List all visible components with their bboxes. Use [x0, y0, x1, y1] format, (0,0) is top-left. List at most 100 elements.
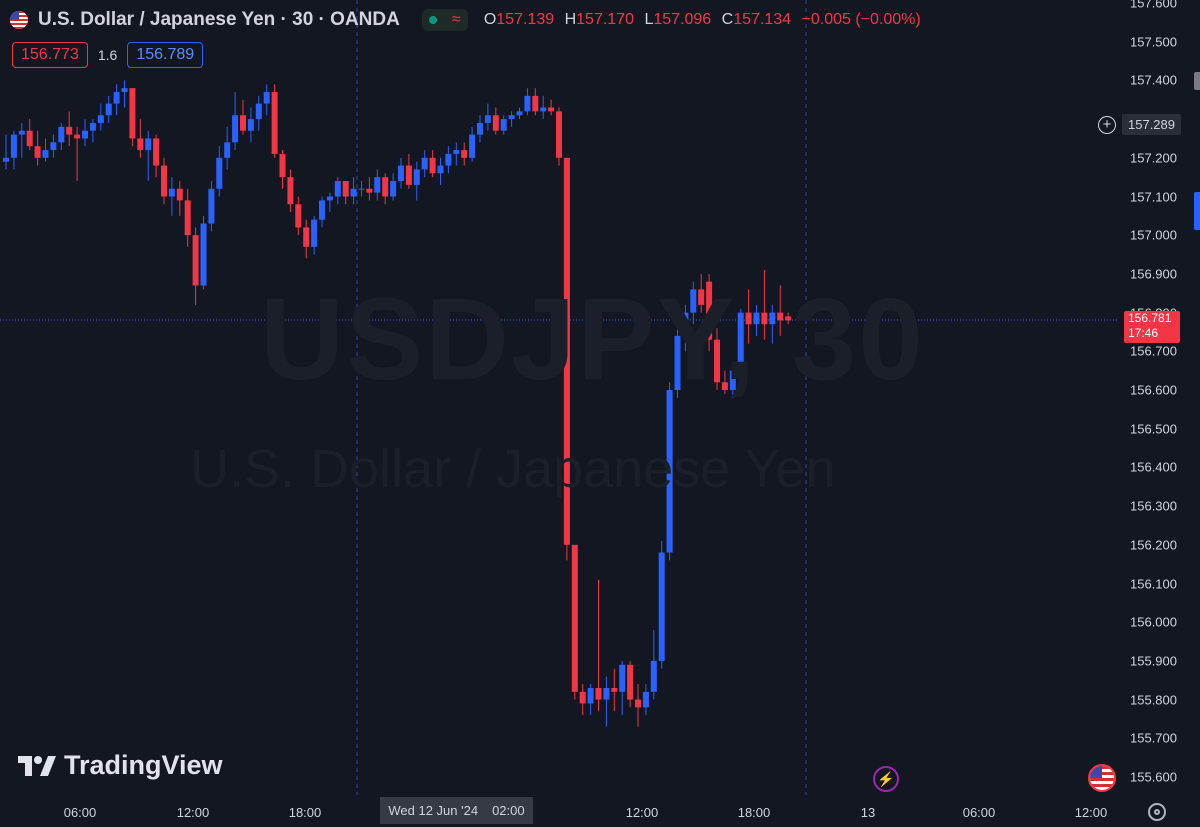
candle-body — [398, 165, 404, 182]
candle-body — [113, 92, 120, 104]
price-tick-label: 156.700 — [1130, 343, 1177, 359]
candle-body — [540, 107, 547, 112]
add-alert-control[interactable]: + 157.289 — [1098, 114, 1181, 135]
candle — [303, 219, 310, 259]
candle-body — [326, 196, 333, 201]
alert-price-tag: 157.289 — [1122, 114, 1181, 135]
candle-body — [334, 181, 341, 197]
candle — [658, 540, 665, 669]
candle-body — [658, 552, 665, 661]
candle — [311, 215, 318, 255]
open-label: O — [483, 11, 497, 28]
candle-body — [303, 227, 310, 247]
market-status-pill[interactable]: ≈ — [421, 9, 468, 31]
candle-body — [89, 122, 96, 131]
candle — [413, 161, 420, 201]
candle — [729, 362, 736, 398]
candle — [129, 88, 136, 147]
candle — [540, 95, 547, 120]
wave-icon: ≈ — [451, 11, 461, 28]
candle-body — [208, 188, 215, 224]
time-axis[interactable]: 06:00 12:00 18:00 12:00 18:00 13 06:00 12:00 — [0, 795, 1118, 827]
spread-value: 1.6 — [97, 47, 118, 63]
candle-body — [3, 157, 9, 162]
candle-body — [532, 95, 539, 112]
candle-body — [295, 204, 302, 228]
candle — [287, 169, 294, 212]
candle-body — [200, 223, 207, 286]
candle — [382, 173, 389, 205]
candle — [184, 188, 191, 247]
candle — [611, 668, 618, 712]
candle — [153, 134, 160, 178]
candle — [350, 177, 357, 205]
gear-icon[interactable] — [1148, 803, 1166, 821]
price-tick-label: 156.300 — [1130, 498, 1177, 514]
candle — [587, 684, 594, 716]
candle-body — [690, 289, 697, 313]
candle — [429, 150, 436, 178]
candle-body — [247, 119, 254, 131]
candle — [753, 304, 760, 336]
candle — [500, 115, 507, 135]
candle-body — [224, 142, 231, 158]
price-tick-label: 157.100 — [1130, 189, 1177, 204]
candle — [461, 142, 468, 166]
price-tick-label: 156.200 — [1130, 537, 1177, 553]
candle-body — [319, 200, 325, 220]
candle-body — [263, 92, 270, 104]
candle-body — [595, 687, 602, 700]
candle-body — [706, 281, 713, 340]
candle-body — [129, 88, 136, 139]
candle — [34, 130, 41, 166]
candle-body — [82, 130, 88, 139]
candle-body — [374, 177, 381, 193]
ohlc-readout: O157.139 H157.170 L157.096 C157.134 −0.0… — [484, 11, 927, 29]
candle — [89, 119, 96, 143]
candle-body — [405, 165, 412, 185]
close-value: 157.134 — [733, 11, 792, 28]
candle-body — [453, 150, 460, 154]
candle — [484, 103, 491, 131]
candle — [563, 157, 570, 561]
lightning-icon[interactable]: ⚡ — [873, 766, 899, 792]
candle — [571, 544, 578, 700]
side-panel-tab[interactable] — [1194, 72, 1200, 90]
candle-body — [311, 219, 318, 247]
candle-body — [271, 92, 278, 154]
us-flag-icon[interactable] — [10, 11, 28, 29]
time-tick-label: 06:00 — [962, 805, 996, 820]
candle — [508, 111, 515, 127]
candle — [405, 153, 412, 189]
candle-body — [366, 188, 373, 193]
price-chart[interactable] — [0, 0, 1118, 795]
price-tick-label: 156.500 — [1130, 421, 1177, 437]
candle — [714, 328, 720, 390]
candle — [192, 227, 199, 305]
candle — [42, 138, 49, 162]
plus-circle-icon[interactable]: + — [1098, 115, 1116, 134]
watermark-symbol: USDJPY, 30 — [260, 274, 925, 404]
candle-body — [548, 107, 555, 112]
candle-body — [769, 312, 776, 325]
sell-button[interactable]: 156.773 — [12, 42, 88, 68]
candle — [785, 312, 792, 325]
side-panel-tab-active[interactable] — [1194, 192, 1200, 230]
last-price-value: 156.781 — [1128, 311, 1172, 325]
candle-body — [184, 200, 191, 236]
candle — [66, 111, 73, 147]
tradingview-logo[interactable]: TradingView — [18, 750, 223, 781]
economic-event-us-flag-icon[interactable] — [1088, 764, 1116, 792]
candle-body — [240, 115, 246, 131]
candle-body — [74, 134, 81, 139]
candle-body — [382, 177, 389, 197]
price-tick-label: 155.900 — [1130, 653, 1177, 669]
high-value: 157.170 — [576, 11, 634, 28]
candle-body — [611, 687, 618, 692]
candle — [255, 95, 262, 131]
symbol-title[interactable]: U.S. Dollar / Japanese Yen · 30 · OANDA — [38, 9, 400, 30]
candle-body — [50, 142, 57, 151]
low-label: L — [644, 11, 654, 28]
candle-body — [729, 370, 736, 390]
buy-button[interactable]: 156.789 — [127, 42, 204, 68]
